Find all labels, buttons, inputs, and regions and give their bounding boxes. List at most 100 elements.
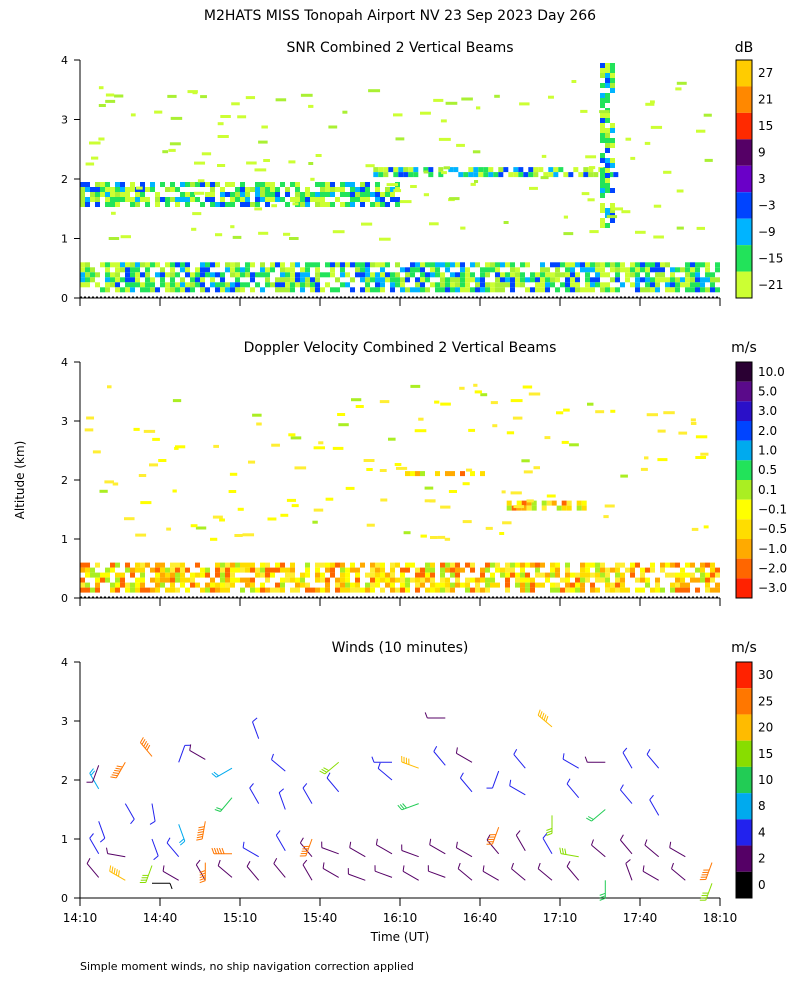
heatmap-cell: [566, 505, 572, 511]
heatmap-cell: [390, 577, 395, 583]
heatmap-cell: [383, 172, 389, 178]
heatmap-cell: [340, 272, 345, 278]
heatmap-cell: [390, 192, 395, 197]
heatmap-cell: [80, 282, 85, 288]
heatmap-cell: [190, 282, 195, 288]
heatmap-cell: [530, 277, 535, 283]
heatmap-speckle: [653, 204, 662, 208]
heatmap-cell: [155, 272, 160, 278]
heatmap-cell: [410, 577, 415, 583]
heatmap-cell: [533, 172, 539, 178]
heatmap-cell: [555, 582, 560, 588]
heatmap-speckle: [135, 186, 143, 190]
heatmap-cell: [435, 272, 440, 278]
barb-flag: [211, 847, 215, 854]
heatmap-cell: [350, 202, 355, 207]
heatmap-speckle: [84, 428, 94, 432]
heatmap-cell: [408, 167, 414, 173]
heatmap-cell: [240, 562, 245, 568]
heatmap-cell: [255, 202, 260, 207]
heatmap-cell: [330, 187, 335, 192]
barb-flag: [649, 794, 654, 801]
heatmap-cell: [225, 577, 230, 583]
heatmap-cell: [605, 262, 610, 268]
heatmap-cell: [570, 282, 575, 288]
barb-staff: [89, 773, 100, 790]
heatmap-cell: [270, 567, 275, 573]
heatmap-speckle: [703, 525, 709, 529]
heatmap-speckle: [92, 450, 101, 454]
heatmap-cell: [355, 187, 360, 192]
barb-flag: [302, 783, 308, 789]
heatmap-cell: [400, 587, 405, 593]
heatmap-cell: [140, 272, 145, 278]
heatmap-cell: [583, 172, 589, 178]
heatmap-cell: [530, 582, 535, 588]
heatmap-cell: [95, 562, 100, 568]
heatmap-cell: [195, 277, 200, 283]
heatmap-cell: [505, 567, 510, 573]
heatmap-cell: [548, 167, 554, 173]
heatmap-cell: [275, 277, 280, 283]
heatmap-cell: [470, 262, 475, 268]
heatmap-cell: [513, 167, 519, 173]
heatmap-speckle: [499, 532, 505, 535]
heatmap-cell: [495, 567, 500, 573]
heatmap-cell: [300, 577, 305, 583]
heatmap-cell: [670, 587, 675, 593]
wind-barb: [321, 841, 339, 855]
heatmap-speckle: [149, 463, 159, 467]
heatmap-cell: [610, 123, 615, 128]
heatmap-cell: [600, 272, 605, 278]
heatmap-cell: [325, 282, 330, 288]
wind-barb: [619, 834, 633, 855]
x-tick-label: 16:10: [383, 911, 418, 925]
barb-staff: [302, 864, 313, 881]
colorbar-swatch: [736, 440, 752, 461]
barb-staff: [249, 787, 260, 804]
heatmap-cell: [295, 182, 300, 187]
heatmap-cell: [550, 272, 555, 278]
heatmap-speckle: [587, 198, 595, 202]
barb-flag: [109, 865, 112, 872]
heatmap-cell: [705, 577, 710, 583]
heatmap-cell: [315, 287, 320, 293]
heatmap-speckle: [588, 166, 596, 170]
heatmap-speckle: [337, 413, 346, 416]
barb-staff: [376, 844, 393, 855]
heatmap-cell: [220, 187, 225, 192]
heatmap-cell: [355, 567, 360, 573]
heatmap-speckle: [635, 230, 646, 234]
heatmap-cell: [265, 197, 270, 202]
heatmap-cell: [508, 172, 514, 178]
heatmap-cell: [570, 587, 575, 593]
heatmap-cell: [165, 272, 170, 278]
heatmap-cell: [225, 262, 230, 268]
heatmap-cell: [565, 582, 570, 588]
heatmap-cell: [615, 587, 620, 593]
heatmap-cell: [430, 572, 435, 578]
heatmap-cell: [285, 187, 290, 192]
wind-barb: [199, 862, 206, 884]
heatmap-speckle: [445, 101, 458, 105]
heatmap-speckle: [430, 536, 438, 539]
heatmap-speckle: [386, 183, 399, 187]
heatmap-cell: [115, 197, 120, 202]
heatmap-cell: [350, 262, 355, 268]
heatmap-cell: [660, 267, 665, 273]
heatmap-cell: [145, 282, 150, 288]
heatmap-cell: [415, 567, 420, 573]
wind-barb: [699, 862, 713, 881]
heatmap-speckle: [571, 80, 577, 83]
footer-note: Simple moment winds, no ship navigation …: [80, 960, 414, 973]
barb-flag: [539, 711, 543, 718]
heatmap-cell: [155, 577, 160, 583]
heatmap-cell: [230, 577, 235, 583]
heatmap-cell: [590, 562, 595, 568]
heatmap-cell: [695, 262, 700, 268]
wind-barb: [646, 748, 660, 769]
heatmap-cell: [375, 262, 380, 268]
barb-staff: [326, 777, 340, 793]
heatmap-cell: [370, 272, 375, 278]
heatmap-cell: [135, 577, 140, 583]
